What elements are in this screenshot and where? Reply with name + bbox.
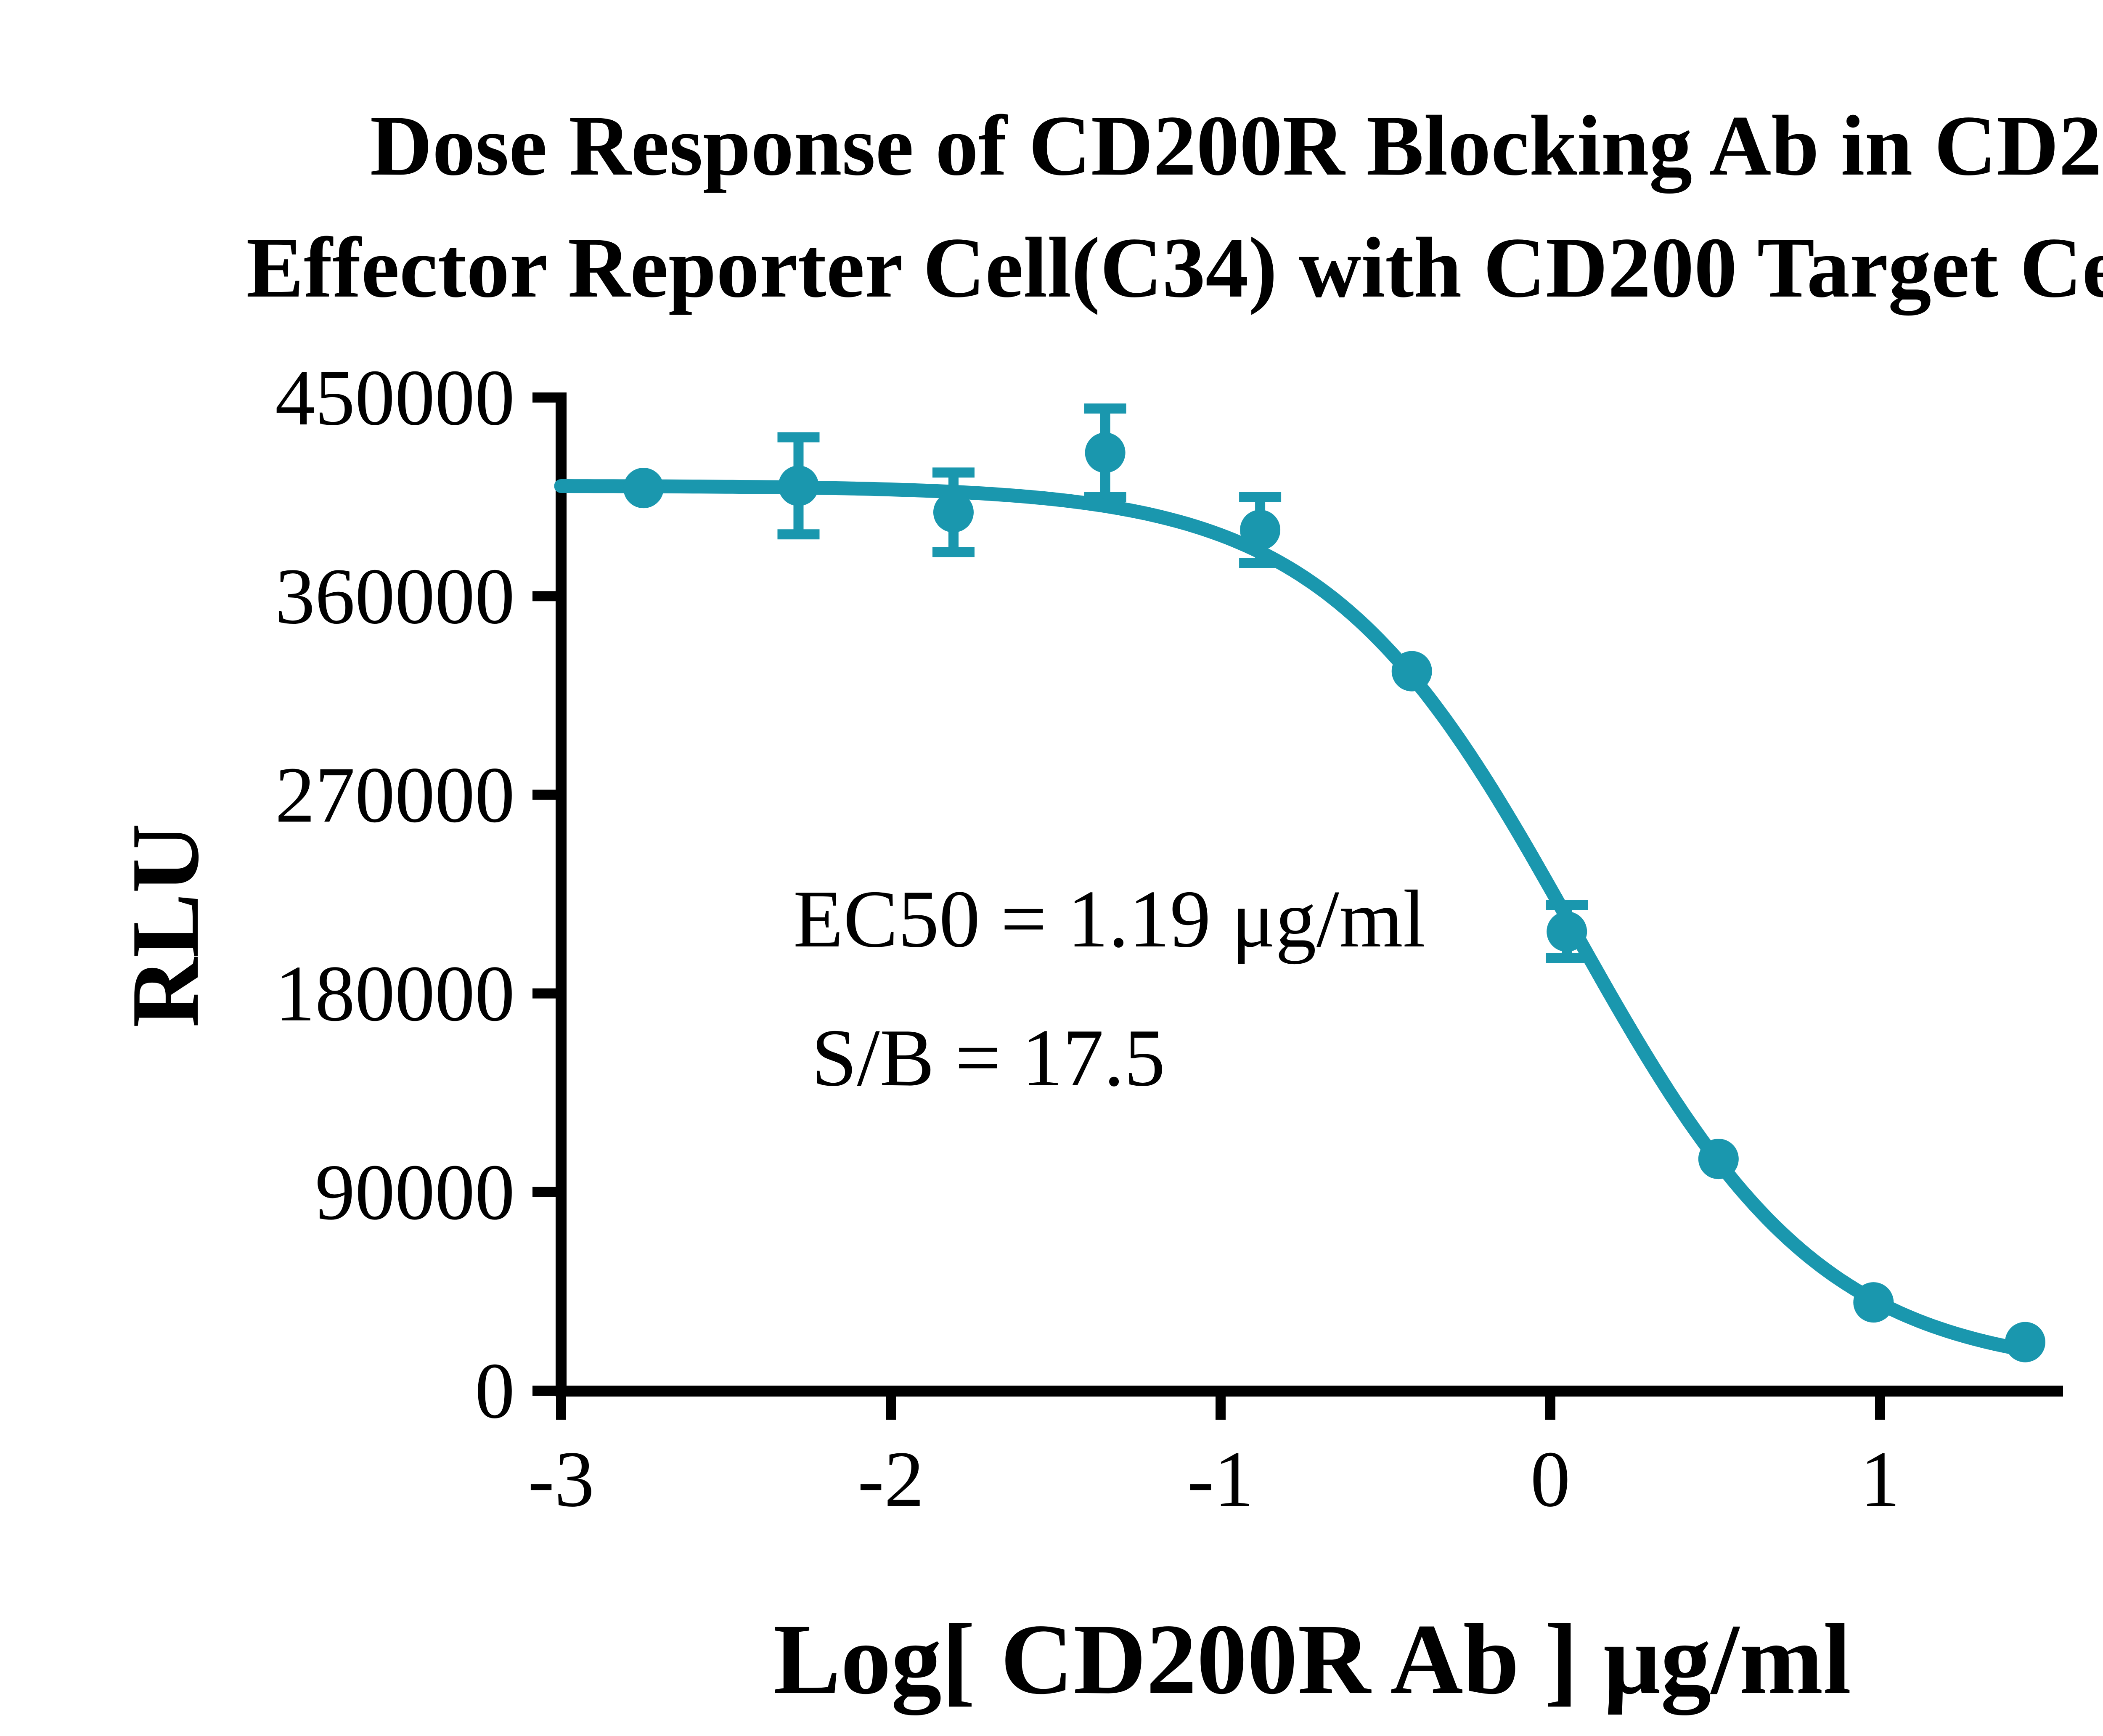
x-tick-label: 0 xyxy=(1531,1435,1571,1524)
x-tick-label: -1 xyxy=(1187,1435,1254,1524)
data-point xyxy=(1853,1282,1894,1323)
series-group xyxy=(554,403,2045,1362)
data-point xyxy=(623,468,664,509)
x-tick-label: -3 xyxy=(528,1435,594,1524)
y-tick-label: 0 xyxy=(475,1347,515,1435)
y-axis-title: RLU xyxy=(111,823,219,1028)
x-axis-title: Log[ CD200R Ab ] μg/ml xyxy=(773,1603,1851,1715)
chart-title-line2: Effector Reporter Cell(C34) with CD200 T… xyxy=(246,220,2103,315)
data-point xyxy=(1698,1139,1739,1179)
data-point xyxy=(1547,911,1587,952)
y-tick-label: 90000 xyxy=(315,1148,515,1237)
y-tick-label: 180000 xyxy=(275,950,515,1038)
x-tick-label: -2 xyxy=(858,1435,924,1524)
data-point xyxy=(2005,1322,2045,1362)
data-point xyxy=(933,492,974,533)
x-tick-label: 1 xyxy=(1860,1435,1900,1524)
data-point xyxy=(1240,509,1281,550)
ec50-annotation: EC50 = 1.19 μg/ml xyxy=(793,874,1426,965)
y-tick-label: 360000 xyxy=(275,552,515,641)
y-tick-label: 450000 xyxy=(275,354,515,442)
sb-annotation: S/B = 17.5 xyxy=(811,1012,1165,1103)
axes: 0 90000 180000 270000 360000 450000 -3 -2 -1 0 1 xyxy=(275,354,2063,1524)
data-point xyxy=(1085,432,1126,473)
data-point xyxy=(1391,651,1432,692)
chart-title-line1: Dose Response of CD200R Blocking Ab in C… xyxy=(370,98,2103,193)
data-point xyxy=(778,465,819,506)
y-tick-label: 270000 xyxy=(275,751,515,839)
